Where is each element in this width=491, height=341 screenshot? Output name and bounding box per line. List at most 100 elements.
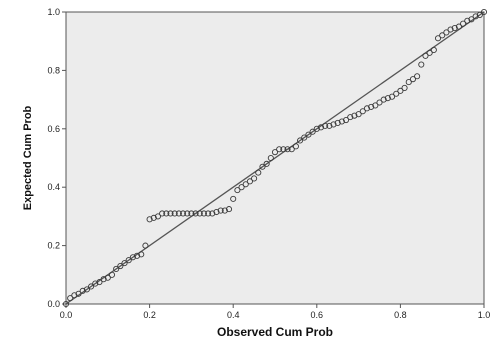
data-point [439, 32, 446, 39]
data-point [117, 262, 124, 270]
data-point [205, 210, 212, 217]
data-point [196, 210, 203, 217]
data-point [188, 210, 195, 217]
data-point [326, 122, 333, 129]
data-point [376, 99, 383, 106]
data-point [460, 20, 467, 27]
data-point [347, 114, 354, 121]
x-tick-marks [65, 304, 485, 308]
data-point [288, 146, 295, 153]
data-point [234, 187, 241, 194]
data-point [426, 49, 433, 56]
data-point [393, 90, 400, 97]
data-point [242, 181, 249, 188]
data-point [113, 265, 120, 273]
x-tick-label: 0.2 [143, 310, 156, 320]
data-point [351, 112, 358, 119]
data-point [88, 283, 95, 290]
data-point [317, 124, 325, 131]
data-point [284, 146, 291, 153]
data-point [468, 16, 475, 23]
data-point [309, 128, 316, 135]
data-point [476, 11, 483, 18]
data-point [138, 251, 145, 258]
x-axis-title: Observed Cum Prob [217, 325, 333, 339]
data-point [414, 73, 421, 80]
data-point [430, 46, 437, 54]
data-point [163, 210, 170, 217]
data-point [79, 287, 86, 294]
data-point [184, 210, 191, 217]
data-point [230, 195, 237, 202]
data-point [192, 210, 199, 217]
data-point [146, 216, 153, 223]
data-point [330, 121, 337, 128]
x-tick-labels: 0.0 0.2 0.4 0.6 0.8 1.0 [60, 310, 491, 320]
data-point [255, 169, 262, 176]
data-point [455, 23, 462, 30]
data-point [171, 210, 178, 217]
data-point [71, 292, 78, 299]
data-point [238, 184, 245, 191]
y-tick-labels: 0.0 0.2 0.4 0.6 0.8 1.0 [47, 7, 60, 309]
data-point [301, 134, 308, 141]
data-point [134, 252, 141, 259]
data-point [142, 242, 149, 249]
data-point [292, 143, 299, 150]
data-point [92, 280, 99, 287]
data-point [280, 146, 287, 153]
data-point [409, 76, 416, 83]
data-point [75, 290, 82, 297]
data-point [251, 175, 258, 182]
data-point [313, 125, 320, 132]
y-tick-label: 0.0 [47, 299, 60, 309]
data-point [322, 122, 329, 129]
data-point [209, 210, 216, 217]
data-point [359, 108, 366, 115]
x-tick-label: 0.4 [227, 310, 240, 320]
data-point [372, 102, 379, 109]
data-point [217, 207, 224, 214]
data-point [259, 163, 266, 170]
data-point [150, 214, 157, 221]
data-point [200, 210, 207, 217]
data-point [443, 29, 450, 36]
y-tick-label: 1.0 [47, 7, 60, 17]
data-point [451, 25, 458, 32]
data-point [434, 35, 442, 42]
data-point [276, 146, 283, 153]
data-point [368, 103, 375, 110]
data-point [62, 300, 70, 308]
y-tick-label: 0.6 [47, 124, 60, 134]
data-point [380, 96, 387, 103]
data-point [464, 17, 471, 24]
data-point [213, 208, 220, 216]
x-tick-label: 1.0 [478, 310, 491, 320]
data-point [343, 116, 350, 124]
y-tick-marks [62, 11, 66, 305]
data-point [175, 210, 182, 217]
reference-line [65, 11, 485, 305]
data-point [83, 286, 90, 293]
data-point [179, 210, 187, 217]
data-point [125, 257, 132, 264]
data-point [104, 274, 111, 281]
data-point [96, 279, 103, 286]
data-point [447, 26, 454, 33]
data-point [121, 260, 128, 267]
data-point [246, 178, 253, 185]
data-point [401, 84, 408, 91]
data-point [108, 271, 116, 278]
data-point [422, 52, 429, 59]
y-tick-label: 0.8 [47, 65, 60, 75]
data-point [305, 131, 312, 138]
y-tick-label: 0.2 [47, 241, 60, 251]
data-point [388, 93, 396, 100]
x-axis: 0.0 0.2 0.4 0.6 0.8 1.0 [60, 304, 491, 320]
x-tick-label: 0.6 [311, 310, 324, 320]
data-point [225, 206, 233, 213]
data-point [100, 276, 107, 283]
data-points [62, 8, 488, 308]
data-point [221, 207, 228, 214]
